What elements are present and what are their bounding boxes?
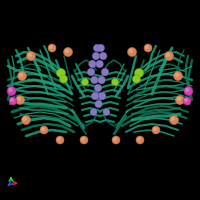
- Circle shape: [103, 108, 110, 116]
- Circle shape: [176, 96, 184, 104]
- Circle shape: [128, 47, 136, 56]
- Circle shape: [185, 99, 187, 101]
- Circle shape: [57, 68, 66, 77]
- Circle shape: [17, 97, 20, 100]
- Circle shape: [152, 126, 160, 134]
- Circle shape: [95, 100, 102, 108]
- Circle shape: [91, 92, 99, 100]
- Circle shape: [166, 53, 169, 56]
- Circle shape: [98, 76, 105, 84]
- Circle shape: [18, 72, 26, 80]
- Circle shape: [60, 75, 68, 83]
- Circle shape: [9, 88, 12, 91]
- Circle shape: [40, 126, 48, 134]
- Circle shape: [92, 52, 100, 60]
- Circle shape: [154, 128, 156, 130]
- Circle shape: [138, 138, 140, 140]
- Circle shape: [146, 46, 148, 48]
- Circle shape: [28, 53, 31, 56]
- Circle shape: [186, 88, 189, 91]
- Circle shape: [9, 97, 17, 105]
- Circle shape: [96, 60, 103, 68]
- Circle shape: [144, 44, 152, 52]
- Circle shape: [132, 75, 140, 83]
- Circle shape: [16, 96, 24, 104]
- Circle shape: [98, 92, 106, 100]
- Circle shape: [82, 138, 84, 140]
- Circle shape: [112, 78, 118, 86]
- Circle shape: [65, 49, 68, 52]
- Circle shape: [136, 136, 144, 144]
- Circle shape: [174, 72, 182, 80]
- Circle shape: [91, 76, 98, 84]
- Circle shape: [170, 116, 179, 124]
- Circle shape: [93, 44, 101, 52]
- Circle shape: [164, 51, 174, 60]
- Circle shape: [82, 78, 88, 86]
- Circle shape: [48, 44, 56, 52]
- Circle shape: [97, 44, 105, 52]
- Circle shape: [90, 108, 97, 116]
- Circle shape: [184, 86, 193, 95]
- Circle shape: [19, 73, 22, 76]
- Circle shape: [64, 47, 72, 56]
- Circle shape: [101, 68, 109, 76]
- Circle shape: [22, 116, 30, 124]
- Circle shape: [99, 52, 107, 60]
- Circle shape: [134, 68, 144, 77]
- Circle shape: [177, 97, 180, 100]
- Circle shape: [171, 117, 174, 120]
- Circle shape: [87, 68, 95, 76]
- Circle shape: [23, 117, 26, 120]
- Circle shape: [26, 51, 36, 60]
- Circle shape: [56, 136, 64, 144]
- Circle shape: [114, 138, 116, 140]
- Circle shape: [58, 138, 60, 140]
- Circle shape: [7, 86, 16, 95]
- Circle shape: [89, 60, 96, 68]
- Circle shape: [129, 49, 132, 52]
- Circle shape: [50, 46, 52, 48]
- Circle shape: [183, 97, 191, 105]
- Circle shape: [11, 99, 13, 101]
- Circle shape: [80, 136, 88, 144]
- Circle shape: [175, 73, 178, 76]
- Circle shape: [42, 128, 44, 130]
- Circle shape: [112, 136, 120, 144]
- Circle shape: [94, 84, 102, 92]
